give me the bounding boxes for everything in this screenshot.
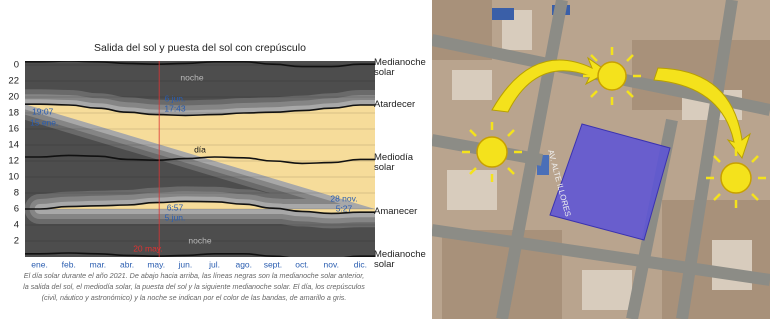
caption-line: El día solar durante el año 2021. De aba… (4, 270, 384, 281)
series-label: Mediodía solar (374, 153, 414, 173)
y-tick-label: 10 (8, 172, 19, 183)
x-tick-label: ago. (235, 259, 252, 269)
x-tick-label: dic. (354, 259, 367, 269)
series-label: Medianoche solar (374, 58, 429, 78)
y-tick-label: 18 (8, 108, 19, 119)
x-tick-label: feb. (62, 259, 76, 269)
x-tick-label: sept. (264, 259, 282, 269)
caption-line: (civil, náutico y astronómico) y la noch… (4, 292, 384, 303)
y-tick-label: 16 (8, 124, 19, 135)
y-tick-label: 22 (8, 76, 19, 87)
x-tick-label: may. (147, 259, 165, 269)
x-tick-label: ene. (31, 259, 48, 269)
plot-area (25, 61, 375, 259)
y-tick-label: 20 (8, 92, 19, 103)
x-tick-label: jun. (178, 259, 193, 269)
annotation: 28 nov. (330, 193, 357, 203)
y-tick-label: 12 (8, 156, 19, 167)
annotation: 5 jun. (165, 212, 186, 222)
annotation: 6 jun. (165, 93, 186, 103)
aerial-photo: AV. ALTE ILLORES (432, 0, 770, 319)
y-tick-label: 0 (14, 60, 19, 71)
page: {"chart_data": {"type": "line", "title":… (0, 0, 770, 319)
annotation: noche (188, 235, 211, 245)
annotation: 5:27 (336, 203, 353, 213)
annotation: 20 may. (133, 243, 163, 253)
y-tick-label: 6 (14, 204, 19, 215)
annotation: 17:43 (164, 103, 186, 113)
annotation: día (194, 144, 206, 154)
y-tick-label: 14 (8, 140, 19, 151)
x-tick-label: oct. (295, 259, 309, 269)
series-label: Medianoche solar (374, 250, 429, 270)
y-tick-label: 4 (14, 220, 19, 231)
caption: El día solar durante el año 2021. De aba… (4, 270, 384, 303)
series-label: Amanecer (374, 207, 434, 217)
x-tick-label: nov. (324, 259, 339, 269)
x-tick-label: abr. (120, 259, 134, 269)
annotation: 15 ene. (30, 117, 58, 127)
series-label: Atardecer (374, 100, 434, 110)
annotation: 6:57 (167, 202, 184, 212)
annotation: 19:07 (32, 106, 54, 116)
x-tick-label: jul. (208, 259, 220, 269)
y-tick-label: 8 (14, 188, 19, 199)
y-tick-label: 2 (14, 236, 19, 247)
x-tick-label: mar. (90, 259, 107, 269)
caption-line: la salida del sol, el mediodía solar, la… (4, 281, 384, 292)
chart-title: Salida del sol y puesta del sol con crep… (94, 42, 306, 54)
annotation: noche (180, 72, 203, 82)
